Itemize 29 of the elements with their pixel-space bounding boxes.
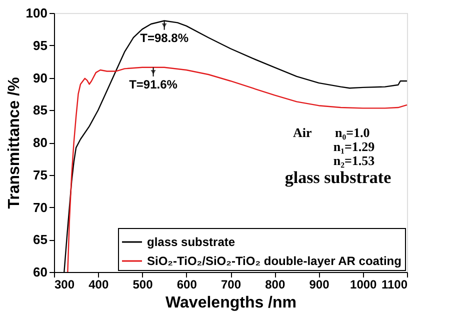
annotation: n₁=1.29 — [333, 139, 376, 154]
x-tick-label: 400 — [88, 278, 109, 292]
x-tick-label: 700 — [220, 278, 242, 292]
annotation: T=91.6% — [129, 77, 178, 92]
annotation: n₀=1.0 — [335, 125, 370, 140]
annotation: n₂=1.53 — [333, 153, 376, 168]
legend-label: glass substrate — [147, 235, 236, 249]
annotation: T=98.8% — [140, 30, 189, 45]
y-tick-label: 60 — [33, 264, 48, 280]
y-axis-title: Transmittance /% — [6, 77, 23, 209]
x-tick-label: 1000 — [350, 278, 378, 292]
legend-label: SiO₂-TiO₂/SiO₂-TiO₂ double-layer AR coating — [147, 254, 402, 268]
x-tick-label: 1100 — [381, 278, 408, 292]
x-tick-label: 600 — [176, 278, 198, 292]
x-tick-label: 900 — [309, 278, 330, 292]
y-tick-label: 80 — [33, 135, 48, 150]
x-tick-label: 500 — [132, 278, 154, 292]
y-tick-label: 70 — [33, 200, 48, 215]
y-tick-label: 90 — [33, 70, 48, 86]
y-tick-label: 95 — [33, 38, 48, 53]
x-tick-label: 800 — [265, 278, 286, 292]
y-tick-label: 75 — [33, 167, 48, 182]
annotation: Air — [293, 125, 312, 140]
y-tick-label: 65 — [33, 232, 48, 248]
x-axis-title: Wavelengths /nm — [166, 294, 296, 312]
y-tick-label: 100 — [26, 6, 48, 20]
y-tick-label: 85 — [33, 102, 48, 118]
x-tick-label: 300 — [54, 278, 75, 292]
annotation: glass substrate — [284, 168, 392, 187]
